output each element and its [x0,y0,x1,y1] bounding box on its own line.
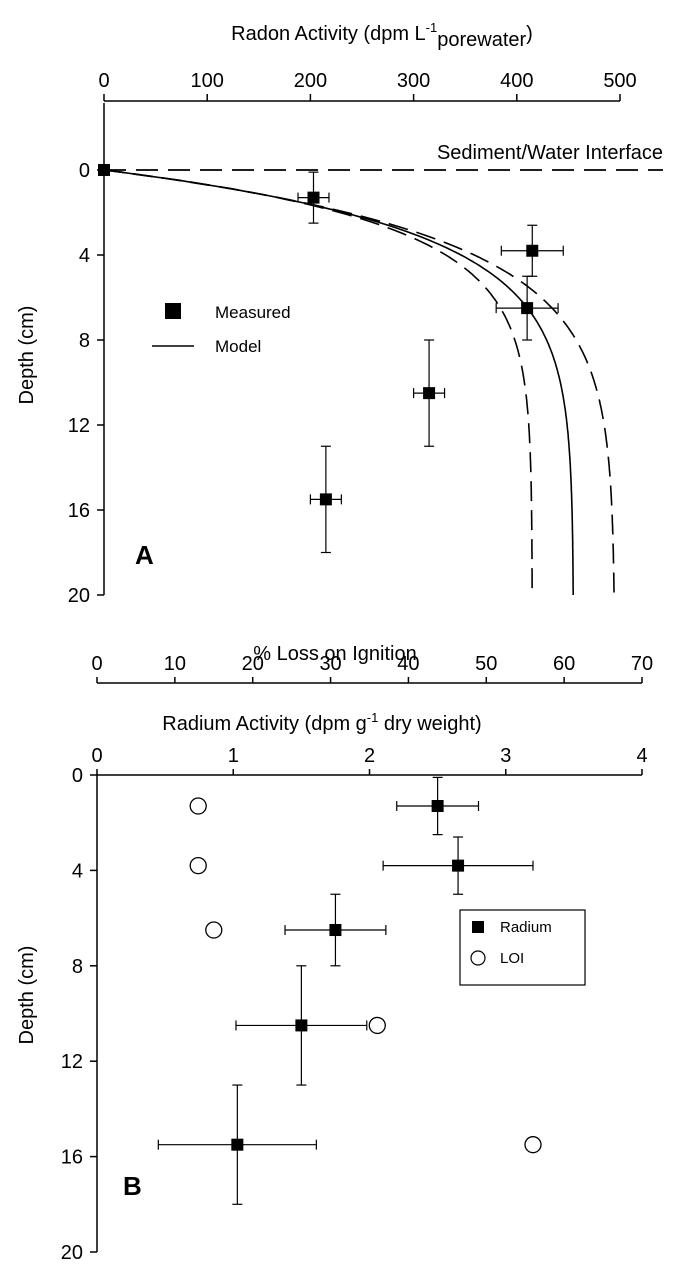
panel-b: % Loss on Ignition 0 10 20 30 40 50 60 70 Radiu… [16,643,653,1264]
panel-b-loi-axis-title: % Loss on Ignition [253,643,416,665]
panel-b-loi-tick-label: 40 [397,653,419,675]
panel-b-loi-axis: 0 10 20 30 40 50 60 70 [91,653,653,684]
panel-b-radium-tick-label: 1 [228,745,239,767]
panel-a-y-tick-label: 0 [79,160,90,182]
panel-b-loi-tick-label: 30 [319,653,341,675]
loi-point [189,797,207,815]
loi-point [189,856,207,875]
panel-b-legend: Radium LOI [459,909,586,986]
panel-a-y-tick-label: 16 [68,500,90,522]
legend-measured-label: Measured [215,303,291,322]
panel-a-y-axis: 0 4 8 12 16 20 [68,103,105,607]
measured-radon-point [307,191,320,204]
panel-a-x-axis-title: Radon Activity (dpm L-1porewater) [231,20,533,51]
panel-b-y-axis: 0 4 8 12 16 20 [61,765,98,1264]
panel-a: Radon Activity (dpm L-1porewater) 0 100 20… [16,20,663,607]
loi-point [205,921,223,939]
panel-a-x-tick-label: 200 [294,70,327,92]
model-bound-curve [103,169,533,595]
panel-a-x-axis: 0 100 200 300 400 500 [98,70,637,102]
panel-b-loi-tick-label: 70 [631,653,653,675]
legend-border [459,909,586,986]
panel-a-y-axis-title: Depth (cm) [16,306,38,405]
panel-a-model-curves [103,169,615,595]
measured-radon-point [319,493,332,506]
panel-b-radium-axis: 0 1 2 3 4 [91,745,648,776]
panel-b-loi-tick-label: 50 [475,653,497,675]
panel-b-y-axis-title: Depth (cm) [16,946,38,1045]
measured-radon-point [521,302,534,315]
legend-model-label: Model [215,337,261,356]
legend-loi-label: LOI [500,950,524,967]
panel-b-y-tick-label: 0 [72,765,83,787]
panel-a-y-tick-label: 12 [68,415,90,437]
measured-radon-point [423,387,436,400]
panel-a-measured-points [98,164,564,554]
panel-b-radium-tick-label: 0 [91,745,102,767]
legend-radium-label: Radium [500,919,552,936]
panel-a-x-tick-label: 100 [191,70,224,92]
panel-b-loi-tick-label: 60 [553,653,575,675]
legend-loi-marker [470,950,486,966]
radium-point [329,924,342,937]
panel-a-x-tick-label: 0 [98,70,109,92]
radium-point [431,800,444,813]
panel-b-y-tick-label: 16 [61,1147,83,1169]
panel-b-loi-tick-label: 20 [242,653,264,675]
panel-b-label: B [123,1171,142,1201]
loi-point [368,1016,386,1035]
panel-b-loi-points [189,797,542,1154]
panel-a-legend: Measured Model [152,303,291,356]
panel-a-y-tick-label: 8 [79,330,90,352]
radium-point [295,1019,308,1032]
measured-radon-point [526,244,539,257]
legend-radium-marker [472,921,484,933]
panel-b-radium-axis-title: Radium Activity (dpm g-1 dry weight) [162,710,481,735]
panel-b-radium-points [157,776,534,1205]
measured-radon-point [98,164,110,176]
sediment-water-interface-label: Sediment/Water Interface [437,142,663,164]
radium-point [452,859,465,872]
panel-b-y-tick-label: 12 [61,1051,83,1073]
panel-a-x-tick-label: 400 [500,70,533,92]
panel-a-y-tick-label: 20 [68,585,90,607]
panel-b-y-tick-label: 4 [72,860,83,882]
panel-b-loi-tick-label: 0 [91,653,102,675]
panel-b-radium-tick-label: 4 [636,745,647,767]
panel-a-y-tick-label: 4 [79,245,90,267]
legend-measured-marker [165,303,181,319]
model-bound-curve [103,169,615,595]
radium-point [231,1138,244,1151]
panel-b-y-tick-label: 20 [61,1242,83,1264]
loi-point [524,1136,542,1154]
panel-b-y-tick-label: 8 [72,956,83,978]
panel-a-label: A [135,540,154,570]
panel-b-radium-tick-label: 3 [500,745,511,767]
model-curve [103,169,574,595]
panel-a-x-tick-label: 300 [397,70,430,92]
panel-a-x-tick-label: 500 [603,70,636,92]
panel-b-radium-tick-label: 2 [364,745,375,767]
panel-b-loi-tick-label: 10 [164,653,186,675]
